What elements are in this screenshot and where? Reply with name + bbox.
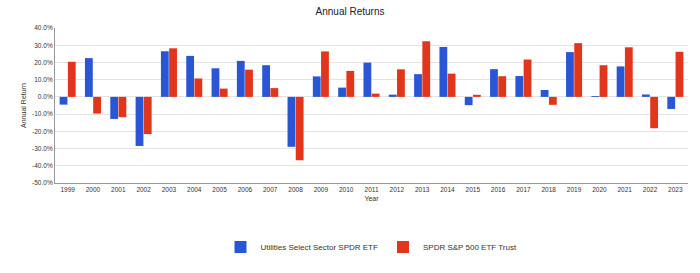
svg-text:2018: 2018	[542, 186, 557, 193]
svg-text:2019: 2019	[567, 186, 582, 193]
svg-text:2017: 2017	[516, 186, 531, 193]
svg-text:2001: 2001	[111, 186, 126, 193]
svg-text:-50.0%: -50.0%	[32, 179, 53, 186]
svg-text:2000: 2000	[86, 186, 101, 193]
svg-text:-40.0%: -40.0%	[32, 162, 53, 169]
svg-text:Year: Year	[364, 195, 379, 202]
svg-text:40.0%: 40.0%	[34, 24, 53, 31]
svg-text:2012: 2012	[390, 186, 405, 193]
svg-text:-20.0%: -20.0%	[32, 128, 53, 135]
svg-text:-10.0%: -10.0%	[32, 110, 53, 117]
svg-text:2016: 2016	[491, 186, 506, 193]
svg-text:2003: 2003	[162, 186, 177, 193]
svg-text:20.0%: 20.0%	[34, 59, 53, 66]
svg-text:SPDR S&P 500 ETF Trust: SPDR S&P 500 ETF Trust	[423, 243, 517, 252]
svg-text:2011: 2011	[365, 186, 379, 193]
svg-text:1999: 1999	[60, 186, 75, 193]
svg-text:2020: 2020	[592, 186, 607, 193]
svg-text:30.0%: 30.0%	[34, 41, 53, 48]
svg-text:2002: 2002	[136, 186, 151, 193]
svg-text:-30.0%: -30.0%	[32, 145, 53, 152]
svg-text:2014: 2014	[440, 186, 455, 193]
svg-text:2005: 2005	[212, 186, 227, 193]
svg-text:2023: 2023	[668, 186, 683, 193]
svg-text:2013: 2013	[415, 186, 430, 193]
svg-text:2004: 2004	[187, 186, 202, 193]
svg-text:2022: 2022	[643, 186, 658, 193]
svg-text:2021: 2021	[617, 186, 632, 193]
svg-text:2010: 2010	[339, 186, 354, 193]
svg-text:Annual Returns: Annual Returns	[316, 6, 385, 17]
svg-text:2009: 2009	[314, 186, 329, 193]
svg-text:2015: 2015	[466, 186, 481, 193]
svg-text:Utilities Select Sector SPDR E: Utilities Select Sector SPDR ETF	[261, 243, 378, 252]
svg-text:2007: 2007	[263, 186, 278, 193]
svg-text:10.0%: 10.0%	[34, 76, 53, 83]
svg-text:2006: 2006	[238, 186, 253, 193]
svg-text:Annual Return: Annual Return	[20, 83, 27, 128]
svg-text:2008: 2008	[288, 186, 303, 193]
svg-text:0.0%: 0.0%	[38, 93, 53, 100]
